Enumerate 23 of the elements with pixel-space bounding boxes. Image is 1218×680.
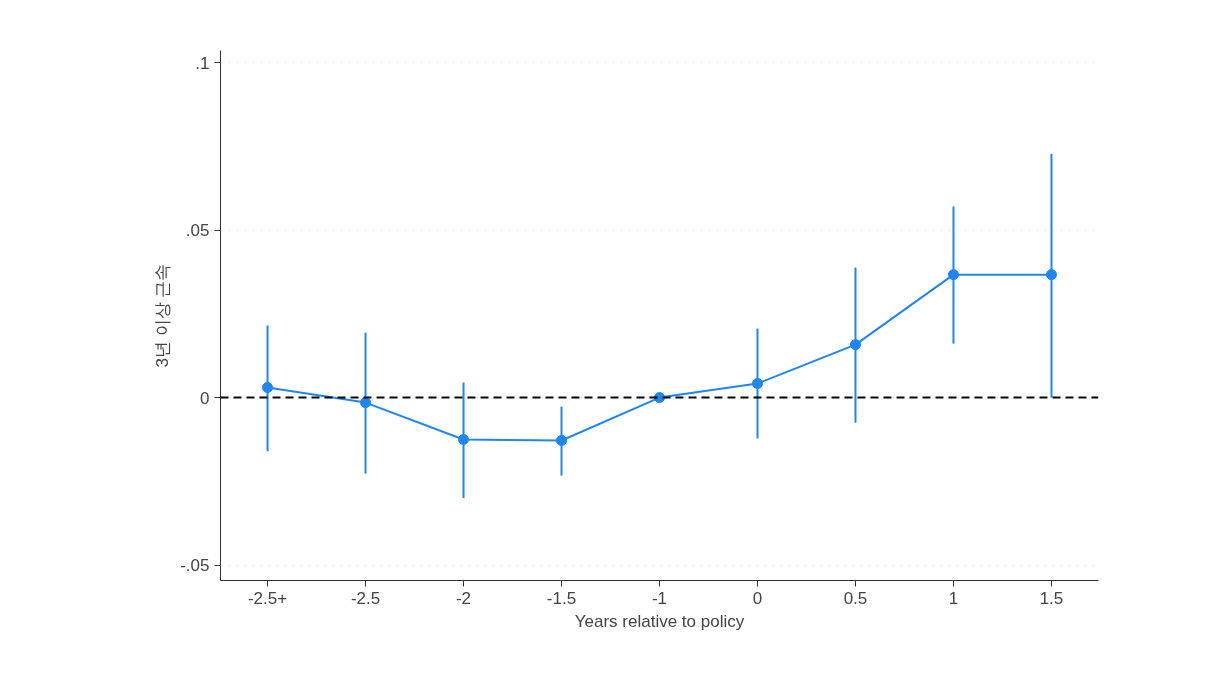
point bbox=[262, 382, 274, 394]
point bbox=[360, 397, 372, 409]
point bbox=[751, 378, 763, 389]
x-tick-label: 0 bbox=[752, 588, 763, 608]
x-tick-label: -2.5 bbox=[350, 588, 381, 608]
point bbox=[1045, 269, 1057, 281]
x-tick-label: 1.5 bbox=[1039, 588, 1064, 608]
point bbox=[947, 269, 959, 281]
y-tick-label: .05 bbox=[185, 221, 210, 241]
y-tick-label: 0 bbox=[200, 388, 210, 408]
x-tick-label: -1.5 bbox=[546, 588, 577, 608]
y-tick-label: -.05 bbox=[180, 556, 210, 576]
x-tick-label: 0.5 bbox=[843, 588, 868, 608]
point bbox=[849, 339, 861, 351]
x-tick-label: -2.5+ bbox=[247, 588, 288, 608]
x-axis-title: Years relative to policy bbox=[574, 611, 745, 631]
y-tick-label: .1 bbox=[195, 53, 210, 73]
y-axis-title: 3년 이상 근속 bbox=[153, 263, 173, 368]
x-tick-label: -2 bbox=[455, 588, 472, 608]
x-tick-label: -1 bbox=[651, 588, 668, 608]
x-tick-label: 1 bbox=[948, 588, 959, 608]
point bbox=[458, 433, 470, 445]
point bbox=[556, 434, 568, 446]
